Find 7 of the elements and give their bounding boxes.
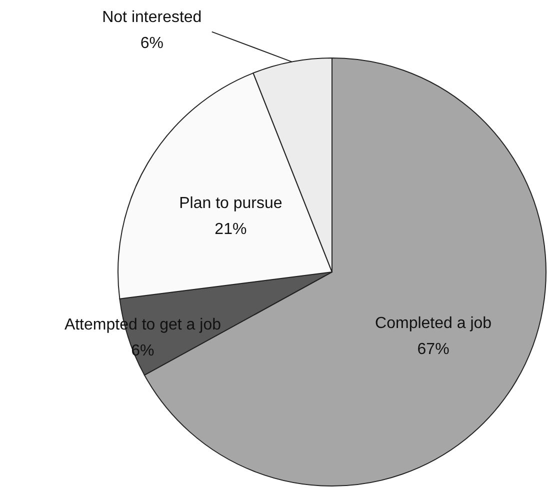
data-label: 6% [140,34,164,52]
slice-label: Completed a job [375,314,492,332]
data-label: 67% [417,340,450,358]
data-label: 21% [214,221,247,238]
slice-label: Not interested [102,8,202,26]
slice-label: Plan to pursue [179,195,282,212]
data-label: 6% [131,342,154,360]
